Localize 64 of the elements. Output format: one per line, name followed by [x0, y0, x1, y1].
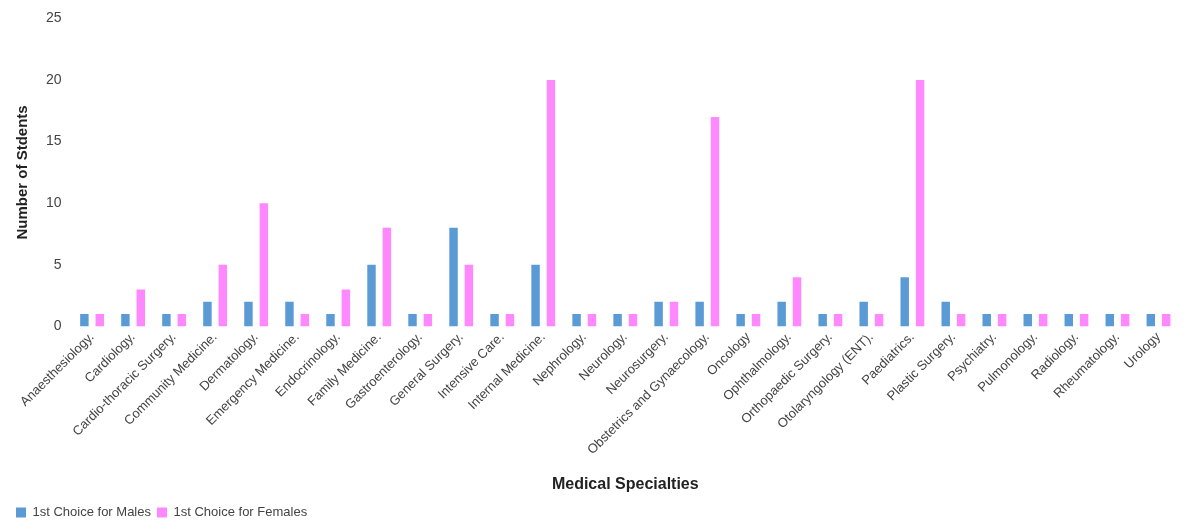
bar: [874, 314, 884, 327]
y-tick-label: 5: [53, 255, 62, 272]
legend-label: 1st Choice for Males: [32, 504, 152, 520]
bar: [859, 301, 868, 327]
bar: [1161, 314, 1171, 327]
bar: [285, 301, 294, 327]
bar: [408, 314, 417, 327]
y-tick-label: 0: [53, 317, 62, 334]
bar: [1038, 314, 1048, 327]
bar: [900, 277, 909, 327]
bar: [818, 314, 827, 327]
bar: [736, 314, 745, 327]
bar: [1146, 314, 1156, 327]
x-axis-title: Medical Specialties: [551, 474, 699, 492]
bar: [121, 314, 130, 327]
bar: [80, 314, 89, 327]
y-tick-label: 10: [45, 194, 62, 211]
bar: [367, 264, 376, 327]
legend-label: 1st Choice for Females: [173, 504, 308, 520]
bar: [449, 227, 458, 327]
bar: [1105, 314, 1115, 327]
bar: [259, 203, 269, 327]
bar: [423, 314, 433, 327]
bar: [464, 264, 474, 327]
y-tick-label: 25: [45, 9, 62, 26]
bar: [613, 314, 622, 327]
bar: [628, 314, 638, 327]
bar: [792, 277, 802, 327]
bar: [162, 314, 171, 327]
bar: [1064, 314, 1073, 327]
bar: [95, 314, 104, 327]
bar: [695, 301, 704, 327]
bar: [1023, 314, 1032, 327]
bar: [218, 264, 228, 327]
bar: [1120, 314, 1130, 327]
bar: [177, 314, 187, 327]
bar: [382, 227, 392, 327]
bar: [997, 314, 1007, 327]
bar: [941, 301, 950, 327]
bar: [341, 289, 351, 327]
bar: [833, 314, 843, 327]
bar: [956, 314, 966, 327]
bar: [531, 264, 540, 327]
bar: [751, 314, 761, 327]
bar: [572, 314, 581, 327]
bar: [490, 314, 499, 327]
bar: [669, 301, 679, 327]
bar: [587, 314, 597, 327]
y-tick-label: 15: [45, 132, 62, 149]
bar: [203, 301, 212, 327]
bar: [982, 314, 991, 327]
bar: [505, 314, 515, 327]
bar: [244, 301, 253, 327]
bar: [546, 80, 556, 327]
bar: [136, 289, 146, 327]
bar: [710, 116, 720, 327]
bar: [1079, 314, 1089, 327]
y-tick-label: 20: [45, 70, 62, 87]
bar: [300, 314, 310, 327]
bar: [326, 314, 335, 327]
bar: [654, 301, 663, 327]
y-axis-title: Number of Stdents: [13, 105, 31, 240]
bar: [777, 301, 786, 327]
bar: [915, 80, 925, 327]
